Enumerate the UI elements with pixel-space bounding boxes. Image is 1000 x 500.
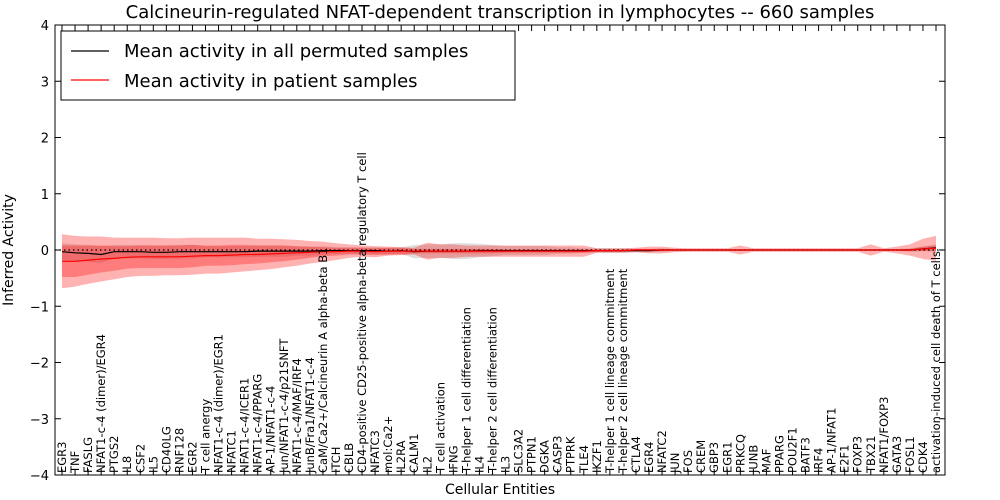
- x-tick-label: AP-1/NFAT1: [825, 408, 839, 473]
- x-tick-label: PTPN1: [525, 436, 539, 473]
- x-tick-label: Jun/NFAT1-c-4/p21SNFT: [277, 338, 291, 474]
- x-tick-label: IKZF1: [590, 440, 604, 473]
- x-tick-label: T-helper 1 cell differentiation: [459, 307, 473, 474]
- x-tick-label: NFAT1-c-4 (dimer)/EGR1: [212, 334, 226, 473]
- x-tick-label: DGKA: [538, 440, 552, 473]
- x-tick-label: IL4: [472, 456, 486, 473]
- y-tick-label: −3: [30, 413, 49, 428]
- x-tick-label: NFATC3: [368, 430, 382, 473]
- x-tick-label: CD4-positive CD25-positive alpha-beta re…: [355, 152, 369, 473]
- x-tick-label: CTLA4: [629, 436, 643, 473]
- x-tick-label: T-helper 2 cell lineage commitment: [616, 268, 630, 474]
- y-tick-label: 2: [41, 132, 49, 147]
- permuted-band: [62, 243, 936, 263]
- y-tick-label: −4: [30, 469, 49, 484]
- x-tick-label: E2F1: [838, 444, 852, 473]
- x-tick-label: GBP3: [707, 442, 721, 473]
- x-tick-label: CBLB: [342, 443, 356, 473]
- x-tick-label: FOXP3: [851, 436, 865, 473]
- x-tick-label: PRKCQ: [733, 434, 747, 473]
- x-tick-label: SLC3A2: [512, 429, 526, 473]
- patient-inner-band: [62, 244, 936, 277]
- y-axis: 4 3 2 1 0 −1 −2 −3 −4: [30, 19, 945, 484]
- y-tick-label: 0: [41, 244, 49, 259]
- x-tick-label: MAF: [759, 449, 773, 473]
- y-tick-label: 3: [41, 75, 49, 90]
- x-tick-label: NFAT1/FOXP3: [877, 397, 891, 473]
- x-tick-label: EGR3: [55, 442, 69, 474]
- x-axis: EGR3 TNF FASLG NFAT1-c-4 (dimer)/EGR4 PTGS2 I…: [55, 25, 943, 475]
- x-tick-label: activation-induced cell death of T cells: [929, 251, 943, 473]
- legend-label-patient: Mean activity in patient samples: [124, 71, 418, 92]
- x-tick-label: NFAT1-c-4 (dimer)/EGR4: [94, 334, 108, 473]
- x-tick-label: PPARG: [773, 435, 787, 473]
- x-tick-label: NFAT1-c-4/ICER1: [238, 378, 252, 473]
- x-tick-label: FOS: [681, 450, 695, 473]
- legend: Mean activity in all permuted samples Me…: [60, 30, 516, 101]
- y-tick-label: −2: [30, 357, 49, 372]
- x-tick-label: IL8: [120, 456, 134, 473]
- x-tick-label: PTGS2: [107, 436, 121, 474]
- x-tick-label: NFATC1: [225, 430, 239, 473]
- x-tick-label: JUN: [668, 453, 682, 474]
- x-tick-label: IL2: [420, 456, 434, 473]
- x-tick-label: TBX21: [864, 436, 878, 474]
- x-tick-label: CALM1: [407, 433, 421, 473]
- x-tick-label: EGR1: [720, 442, 734, 474]
- legend-box: [60, 30, 516, 101]
- x-tick-label: AP-1/NFAT1-c-4: [264, 386, 278, 473]
- x-tick-label: ITCH: [329, 447, 343, 473]
- x-tick-label: IFNG: [446, 445, 460, 473]
- y-tick-label: −1: [30, 300, 49, 315]
- x-tick-label: IRF4: [812, 448, 826, 473]
- x-tick-label: RNF128: [172, 428, 186, 473]
- x-tick-label: NFAT1-c-4/MAF/IRF4: [290, 358, 304, 473]
- x-tick-label: T cell activation: [433, 382, 447, 474]
- x-tick-label: GATA3: [890, 436, 904, 473]
- x-tick-label: CDK4: [916, 441, 930, 473]
- x-tick-label: FOSL1: [903, 436, 917, 473]
- y-tick-label: 4: [41, 19, 49, 34]
- x-tick-label: T cell anergy: [199, 399, 213, 474]
- x-tick-label: CaM/Ca2+/Calcineurin A alpha-beta B1: [316, 248, 330, 473]
- x-tick-label: CREM: [694, 440, 708, 473]
- x-tick-label: IL5: [146, 456, 160, 473]
- x-tick-label: TLE4: [577, 445, 591, 474]
- x-tick-label: JunB/Fra1/NFAT1-c-4: [303, 357, 317, 474]
- x-tick-label: T-helper 2 cell differentiation: [486, 307, 500, 474]
- x-tick-label: NFATC2: [655, 430, 669, 473]
- x-tick-label: CSF2: [133, 444, 147, 473]
- x-tick-label: PTPRK: [564, 436, 578, 473]
- x-tick-label: EGR2: [185, 441, 199, 473]
- x-tick-label: CASP3: [551, 436, 565, 473]
- x-tick-label: JUNB: [746, 445, 760, 474]
- patient-outer-band: [62, 234, 936, 289]
- x-tick-label: TNF: [68, 451, 82, 474]
- x-tick-label: T-helper 1 cell lineage commitment: [603, 268, 617, 474]
- chart-title: Calcineurin-regulated NFAT-dependent tra…: [126, 2, 875, 23]
- y-tick-label: 1: [41, 188, 49, 203]
- x-tick-label: FASLG: [81, 437, 95, 473]
- x-tick-label: IL3: [499, 456, 513, 473]
- series-line-patient: [62, 247, 937, 262]
- y-axis-label: Inferred Activity: [1, 194, 17, 306]
- legend-label-permuted: Mean activity in all permuted samples: [124, 41, 468, 62]
- x-tick-label: POU2F1: [786, 427, 800, 473]
- x-tick-label: IL2RA: [394, 440, 408, 473]
- x-tick-label: BATF3: [799, 437, 813, 473]
- x-tick-label: NFAT1-c-4/PPARG: [251, 374, 265, 473]
- x-tick-label: CD40LG: [159, 426, 173, 473]
- x-axis-label: Cellular Entities: [445, 482, 555, 498]
- x-tick-label: EGR4: [642, 441, 656, 473]
- x-tick-label: mol:Ca2+: [381, 416, 395, 473]
- plot-area: [55, 234, 945, 289]
